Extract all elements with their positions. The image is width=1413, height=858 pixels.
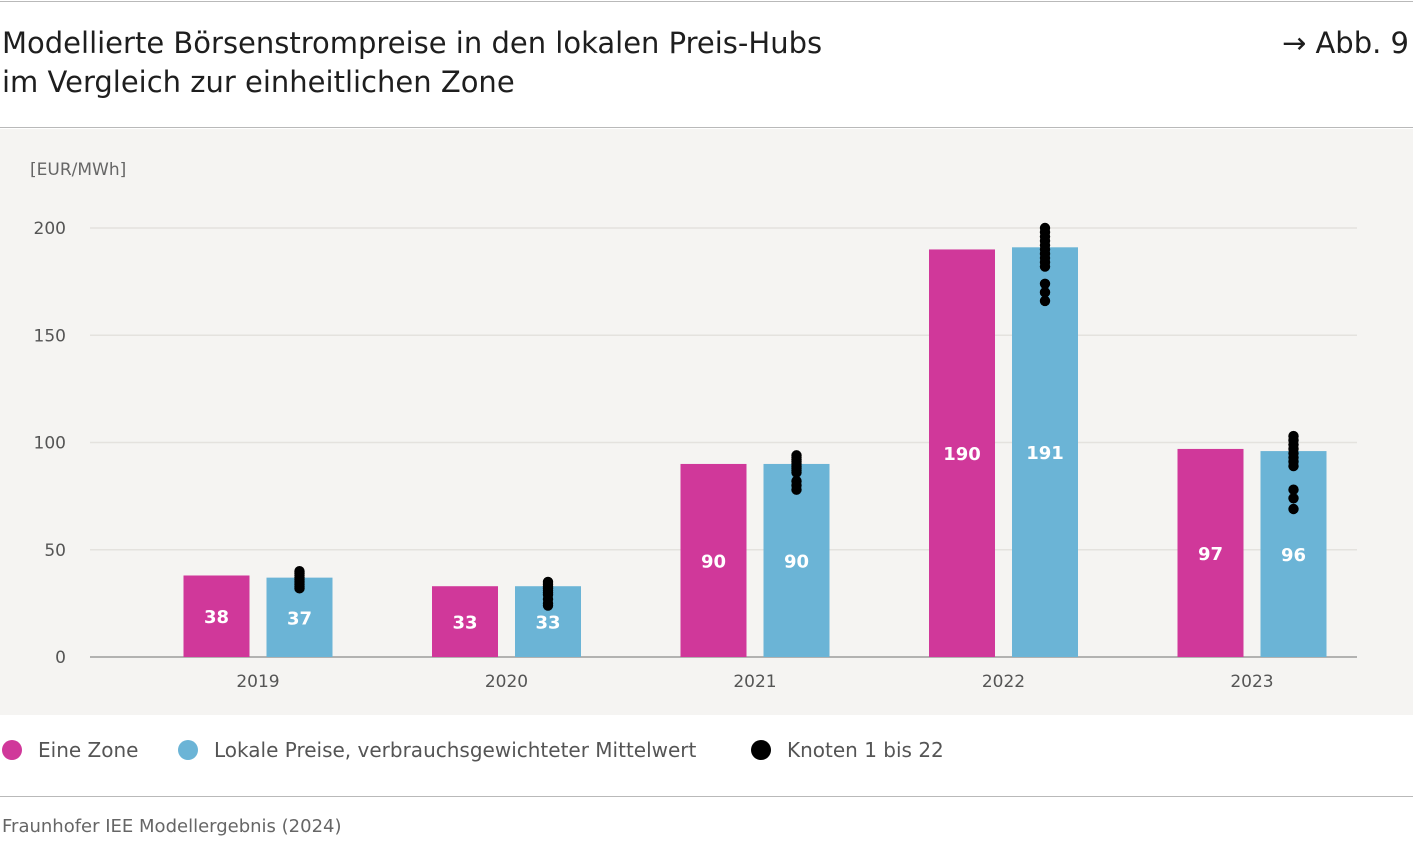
bar-value-label: 96 bbox=[1281, 545, 1306, 566]
legend-item-lokale-preise: Lokale Preise, verbrauchsgewichteter Mit… bbox=[178, 738, 696, 762]
bar-chart: [EUR/MWh] 0 50 100 150 200 38 37 33 33 90 90 190 19… bbox=[30, 160, 1357, 692]
node-dot bbox=[791, 475, 802, 487]
bar-lokale-preise bbox=[1012, 247, 1078, 657]
bar-value-label: 191 bbox=[1026, 443, 1064, 464]
node-dot bbox=[1288, 493, 1299, 504]
legend-item-eine-zone: Eine Zone bbox=[2, 738, 138, 762]
bar-eine-zone bbox=[929, 249, 995, 657]
node-dot bbox=[1288, 430, 1299, 442]
figure-reference: → Abb. 9 bbox=[1281, 26, 1409, 60]
chart-title-line-1: Modellierte Börsenstrompreise in den lok… bbox=[2, 26, 823, 60]
bar-eine-zone bbox=[183, 575, 250, 657]
chart-title: Modellierte Börsenstrompreise in den lok… bbox=[2, 24, 1002, 102]
x-tick-label: 2020 bbox=[485, 672, 528, 692]
y-axis-ticks: 0 50 100 150 200 bbox=[34, 219, 66, 668]
node-dot bbox=[542, 576, 554, 588]
bar-eine-zone bbox=[1177, 448, 1244, 657]
y-tick-label: 150 bbox=[34, 326, 66, 346]
node-dot bbox=[1288, 484, 1299, 495]
node-dot bbox=[294, 566, 305, 577]
node-dot bbox=[1288, 503, 1299, 515]
legend-label-eine-zone: Eine Zone bbox=[38, 738, 139, 762]
bar-value-label: 37 bbox=[287, 608, 312, 629]
node-dot bbox=[1039, 295, 1051, 307]
node-dot bbox=[791, 450, 802, 461]
bar-value-label: 90 bbox=[784, 551, 809, 572]
node-dot bbox=[1039, 278, 1051, 289]
bar-value-label: 190 bbox=[943, 444, 981, 465]
legend: Eine Zone Lokale Preise, verbrauchsgewic… bbox=[0, 738, 1413, 774]
chart-title-line-2: im Vergleich zur einheitlichen Zone bbox=[2, 65, 515, 99]
x-tick-label: 2023 bbox=[1230, 672, 1273, 692]
bar-value-label: 97 bbox=[1198, 544, 1223, 565]
node-dot bbox=[1039, 287, 1051, 298]
x-tick-label: 2022 bbox=[982, 672, 1025, 692]
x-axis-ticks: 2019 2020 2021 2022 2023 bbox=[236, 672, 1273, 692]
legend-swatch-lokale-preise bbox=[178, 740, 198, 760]
y-tick-label: 50 bbox=[44, 541, 66, 561]
top-rule bbox=[0, 1, 1413, 2]
node-dot bbox=[1039, 222, 1051, 234]
y-tick-label: 0 bbox=[55, 648, 66, 668]
x-tick-label: 2021 bbox=[733, 672, 776, 692]
title-divider bbox=[0, 127, 1413, 128]
bar-value-label: 33 bbox=[452, 613, 477, 634]
bar-value-label: 33 bbox=[535, 613, 560, 634]
bar-value-labels: 38 37 33 33 90 90 190 191 97 96 bbox=[204, 443, 1306, 633]
bar-value-label: 90 bbox=[701, 551, 726, 572]
y-tick-label: 100 bbox=[34, 434, 66, 454]
legend-swatch-eine-zone bbox=[2, 740, 22, 760]
bar-eine-zone bbox=[680, 463, 747, 657]
legend-label-lokale-preise: Lokale Preise, verbrauchsgewichteter Mit… bbox=[214, 738, 697, 762]
legend-item-knoten: Knoten 1 bis 22 bbox=[751, 738, 944, 762]
bar-lokale-preise bbox=[763, 463, 830, 657]
bar-value-label: 38 bbox=[204, 607, 229, 628]
x-tick-label: 2019 bbox=[236, 672, 279, 692]
bars bbox=[183, 247, 1327, 657]
source-note: Fraunhofer IEE Modellergebnis (2024) bbox=[2, 816, 342, 837]
unit-label: [EUR/MWh] bbox=[30, 160, 126, 180]
y-tick-label: 200 bbox=[34, 219, 66, 239]
node-dots bbox=[294, 222, 1299, 611]
legend-swatch-knoten bbox=[751, 740, 771, 760]
legend-label-knoten: Knoten 1 bis 22 bbox=[787, 738, 944, 762]
bar-eine-zone bbox=[432, 586, 498, 657]
footer-divider bbox=[0, 796, 1413, 797]
